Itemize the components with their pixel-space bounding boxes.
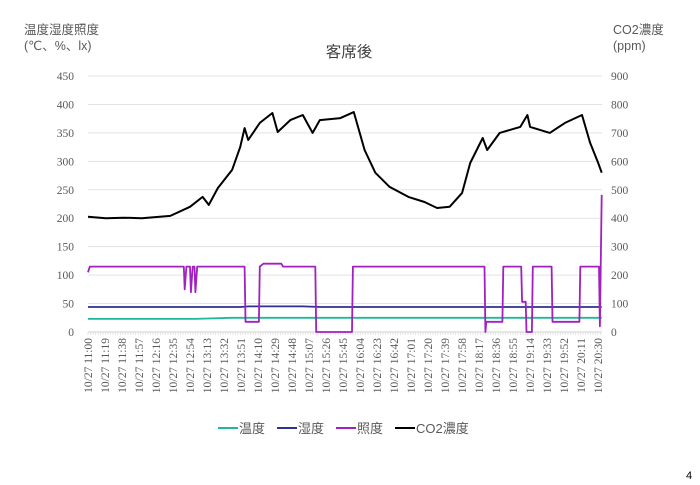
left-y-tick-label: 350 [57,128,75,140]
x-tick-label: 10/27 16:42 [389,338,401,394]
series-line-CO2濃度 [87,111,603,220]
x-tick-label: 10/27 18:36 [491,338,503,394]
x-tick-label: 10/27 12:35 [168,338,180,394]
right-y-tick-label: 500 [611,185,629,197]
x-tick-label: 10/27 19:14 [525,338,537,394]
x-tick-label: 10/27 18:55 [508,338,520,394]
series-lines [87,111,603,333]
left-y-tick-label: 50 [63,299,75,311]
x-tick-label: 10/27 12:54 [185,338,197,394]
left-axis-label-line2: (℃、%、lx) [24,39,92,53]
right-y-tick-label: 800 [611,99,629,111]
left-y-tick-label: 450 [57,71,75,83]
left-y-tick-label: 0 [68,327,74,339]
right-y-tick-label: 0 [611,327,617,339]
left-y-tick-label: 250 [57,185,75,197]
left-axis-label-line1: 温度湿度照度 [24,22,100,37]
x-tick-label: 10/27 11:19 [100,338,112,393]
legend-item: 温度 [218,421,265,436]
x-tick-label: 10/27 11:57 [134,338,146,393]
legend-item: 照度 [336,421,383,436]
left-y-tick-label: 150 [57,242,75,254]
legend-item: CO2濃度 [395,421,469,436]
series-line-湿度 [88,305,602,308]
x-tick-label: 10/27 11:38 [117,338,129,393]
x-tick-label: 10/27 18:17 [474,338,486,394]
right-y-tick-label: 700 [611,128,629,140]
right-axis-label-line2: (ppm) [613,39,646,53]
legend-label: CO2濃度 [416,421,469,436]
right-y-tick-label: 200 [611,270,629,282]
legend-label: 照度 [357,421,383,436]
x-tick-label: 10/27 16:04 [355,338,367,394]
x-tick-label: 10/27 14:48 [287,338,299,394]
legend-item: 湿度 [277,421,324,436]
x-tick-label: 10/27 15:26 [321,338,333,394]
left-y-tick-label: 100 [57,270,75,282]
x-tick-label: 10/27 12:16 [151,338,163,394]
right-y-tick-label: 900 [611,71,629,83]
x-tick-label: 10/27 14:29 [270,338,282,394]
x-tick-label: 10/27 20:30 [593,338,605,394]
right-axis-label-line1: CO2濃度 [613,22,664,37]
legend-label: 温度 [239,421,265,436]
left-y-axis: 0 50 100 150 200 250 300 350 400 450 [57,71,75,339]
x-tick-label: 10/27 19:33 [542,338,554,394]
right-y-tick-label: 600 [611,156,629,168]
x-axis: 10/27 11:00 10/27 11:19 10/27 11:38 10/27 1… [83,332,605,393]
x-tick-label: 10/27 11:00 [83,338,95,393]
page-number: 4 [686,470,692,482]
chart-title: 客席後 [326,43,373,61]
x-tick-label: 10/27 20:11 [576,338,588,393]
x-tick-label: 10/27 13:13 [202,338,214,394]
right-y-tick-label: 100 [611,299,629,311]
left-y-tick-label: 400 [57,99,75,111]
x-tick-label: 10/27 15:45 [338,338,350,394]
legend: 温度 湿度 照度 CO2濃度 [218,421,469,436]
right-y-tick-label: 400 [611,213,629,225]
left-y-tick-label: 300 [57,156,75,168]
left-y-tick-label: 200 [57,213,75,225]
x-tick-label: 10/27 15:07 [304,338,316,394]
series-line-照度 [87,194,603,333]
x-tick-label: 10/27 13:32 [219,338,231,394]
x-tick-label: 10/27 17:01 [406,338,418,394]
x-tick-label: 10/27 13:51 [236,338,248,394]
right-y-tick-label: 300 [611,242,629,254]
gridlines [88,75,602,333]
series-line-温度 [88,316,602,320]
x-tick-label: 10/27 14:10 [253,338,265,394]
x-tick-label: 10/27 16:23 [372,338,384,394]
x-tick-label: 10/27 19:52 [559,338,571,394]
x-tick-label: 10/27 17:58 [457,338,469,394]
legend-label: 湿度 [298,421,324,436]
right-y-axis: 0 100 200 300 400 500 600 700 800 900 [611,71,629,339]
x-tick-label: 10/27 17:20 [423,338,435,394]
x-tick-label: 10/27 17:39 [440,338,452,394]
